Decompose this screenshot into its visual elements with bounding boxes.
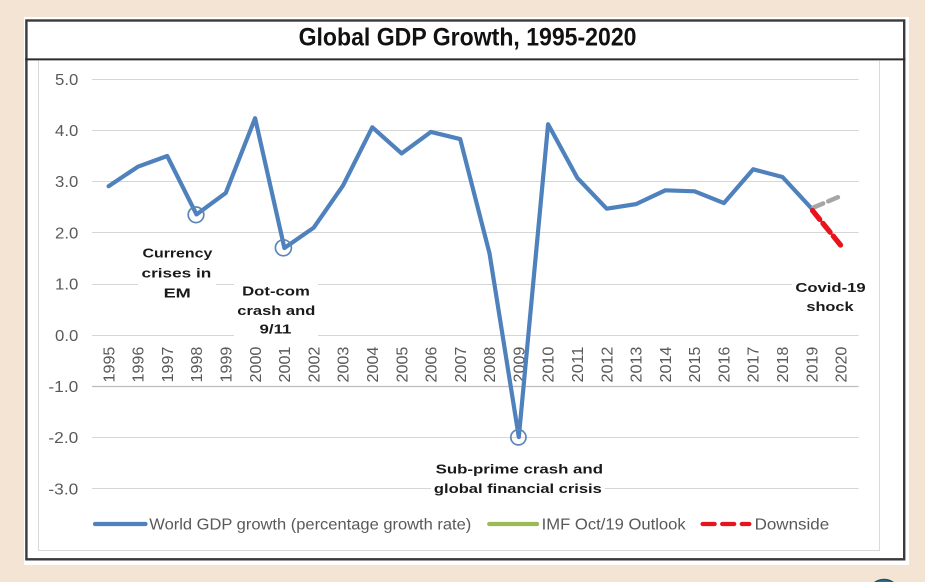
svg-text:2017: 2017: [746, 346, 763, 382]
svg-text:2007: 2007: [453, 346, 470, 382]
svg-text:2002: 2002: [306, 346, 323, 382]
svg-text:Global GDP Growth, 1995-2020: Global GDP Growth, 1995-2020: [299, 24, 637, 52]
svg-text:2011: 2011: [570, 346, 587, 382]
svg-text:global financial crisis: global financial crisis: [434, 481, 602, 496]
svg-text:shock: shock: [806, 299, 854, 314]
svg-text:EM: EM: [164, 285, 191, 300]
svg-text:2019: 2019: [804, 346, 821, 382]
svg-text:4.0: 4.0: [55, 123, 78, 140]
svg-text:2020: 2020: [834, 346, 851, 382]
svg-text:2001: 2001: [277, 346, 294, 382]
svg-text:2.0: 2.0: [55, 225, 78, 242]
svg-text:1996: 1996: [131, 346, 148, 382]
svg-text:2015: 2015: [687, 346, 704, 382]
svg-text:1997: 1997: [160, 346, 177, 382]
svg-text:2000: 2000: [248, 346, 265, 382]
svg-text:2014: 2014: [658, 346, 675, 382]
svg-text:1995: 1995: [101, 346, 118, 382]
svg-text:9/11: 9/11: [260, 322, 292, 337]
svg-text:1998: 1998: [189, 346, 206, 382]
svg-text:2003: 2003: [336, 346, 353, 382]
svg-text:2006: 2006: [424, 346, 441, 382]
svg-text:Downside: Downside: [755, 516, 830, 533]
svg-text:crash and: crash and: [237, 303, 315, 318]
svg-text:-2.0: -2.0: [48, 430, 78, 447]
svg-text:-1.0: -1.0: [48, 379, 78, 396]
svg-text:2016: 2016: [716, 346, 733, 382]
svg-text:2008: 2008: [482, 346, 499, 382]
svg-text:Dot-com: Dot-com: [242, 284, 310, 299]
svg-text:5.0: 5.0: [55, 72, 78, 89]
svg-text:2013: 2013: [629, 346, 646, 382]
svg-text:1999: 1999: [219, 346, 236, 382]
svg-text:-3.0: -3.0: [48, 481, 78, 498]
svg-text:2005: 2005: [394, 346, 411, 382]
svg-text:2018: 2018: [775, 346, 792, 382]
svg-text:crises in: crises in: [142, 265, 212, 280]
svg-text:World GDP growth (percentage g: World GDP growth (percentage growth rate…: [149, 516, 471, 533]
svg-text:2012: 2012: [599, 346, 616, 382]
svg-text:3.0: 3.0: [55, 174, 78, 191]
svg-text:2010: 2010: [541, 346, 558, 382]
svg-text:0.0: 0.0: [55, 328, 78, 345]
svg-text:Sub-prime crash and: Sub-prime crash and: [436, 462, 603, 477]
svg-text:Covid-19: Covid-19: [795, 280, 865, 295]
svg-text:Currency: Currency: [143, 245, 214, 260]
svg-text:2004: 2004: [365, 346, 382, 382]
svg-text:IMF Oct/19 Outlook: IMF Oct/19 Outlook: [542, 516, 687, 533]
svg-text:1.0: 1.0: [55, 277, 78, 294]
